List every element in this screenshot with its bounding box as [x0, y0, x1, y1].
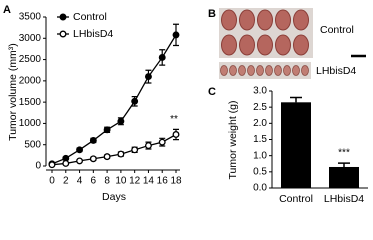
tumor-photo: [239, 9, 255, 31]
figure: A B C Tumor volume (mm³) Days Tumor weig…: [3, 4, 368, 205]
y-tick-label: 1000: [19, 118, 42, 129]
error-bar: [290, 96, 302, 103]
annotation: **: [170, 114, 178, 125]
y-tick-label: 3500: [19, 12, 42, 23]
tumor-photo: [275, 34, 291, 56]
series-line: [51, 34, 177, 165]
tumor-photo: [274, 65, 282, 76]
panel-label: C: [208, 86, 216, 98]
tumor-photo: [229, 65, 237, 76]
data-point: [158, 138, 166, 146]
x-tick-label: 0: [49, 176, 55, 187]
tumor-photo: [301, 65, 309, 76]
tumor-photo: [265, 65, 273, 76]
tumor-photo: [293, 34, 309, 56]
error-bar: [338, 162, 350, 167]
data-point: [117, 150, 125, 158]
data-point: [158, 53, 166, 61]
y-tick-label: 1.5: [253, 134, 267, 145]
legend-label: Control: [73, 11, 107, 23]
data-point: [131, 97, 139, 105]
y-axis-label: Tumor volume (mm³): [7, 43, 19, 141]
tumor-photo: [275, 9, 291, 31]
x-tick-label: LHbisD4: [324, 193, 364, 205]
x-tick-label: 12: [129, 176, 141, 187]
bar: [329, 166, 359, 188]
data-point: [172, 131, 180, 138]
data-point: [144, 142, 152, 150]
x-tick-label: 10: [115, 176, 127, 187]
panel-label: B: [208, 8, 216, 20]
legend-marker: [59, 13, 67, 21]
x-tick-label: 16: [157, 176, 169, 187]
y-axis-label: Tumor weight (g): [227, 101, 239, 180]
data-point: [103, 153, 111, 161]
tumor-photo: [238, 65, 246, 76]
panel-label: A: [3, 4, 11, 16]
y-tick-label: 2.0: [253, 118, 267, 129]
y-tick-label: 2.5: [253, 102, 267, 113]
y-tick-label: 3.0: [253, 86, 267, 97]
y-tick-label: 0.5: [253, 166, 267, 177]
photo-row-label: Control: [320, 24, 354, 36]
data-point: [76, 157, 84, 165]
x-tick-label: 18: [170, 176, 182, 187]
tumor-photo: [257, 34, 273, 56]
tumor-photo: [257, 9, 273, 31]
x-axis-label: Days: [102, 191, 126, 203]
tumor-photo: [256, 65, 264, 76]
tumor-photo: [247, 65, 255, 76]
tumor-photo: [283, 65, 291, 76]
y-tick-label: 500: [24, 139, 41, 150]
y-tick-label: 2500: [19, 54, 42, 65]
y-tick-label: 2000: [19, 75, 42, 86]
x-tick-label: Control: [279, 193, 313, 205]
tumor-photo: [220, 65, 228, 76]
x-tick-label: 6: [91, 176, 97, 187]
bar: [281, 102, 311, 188]
legend-marker: [59, 30, 67, 38]
data-point: [172, 31, 180, 39]
y-tick-label: 0.0: [253, 183, 267, 194]
y-tick-label: 1.0: [253, 150, 267, 161]
tumor-photo: [239, 34, 255, 56]
tumor-photo: [221, 34, 237, 56]
data-point: [103, 126, 111, 134]
y-tick-label: 1500: [19, 97, 42, 108]
x-tick-label: 14: [143, 176, 155, 187]
photo-row-label: LHbisD4: [316, 65, 356, 77]
x-tick-label: 8: [104, 176, 110, 187]
data-point: [62, 159, 70, 167]
data-point: [48, 161, 56, 169]
tumor-photo: [221, 9, 237, 31]
data-point: [76, 146, 84, 154]
x-tick-label: 2: [63, 176, 69, 187]
data-point: [131, 146, 139, 154]
tumor-photo: [293, 9, 309, 31]
annotation: ***: [338, 148, 350, 159]
data-point: [117, 117, 125, 125]
y-tick-label: 3000: [19, 33, 42, 44]
data-point: [89, 137, 97, 144]
data-point: [89, 155, 97, 163]
data-point: [144, 73, 152, 81]
x-tick-label: 4: [77, 176, 83, 187]
series-line: [51, 133, 177, 166]
tumor-photo: [292, 65, 300, 76]
y-tick-label: 0: [35, 161, 41, 172]
legend-label: LHbisD4: [73, 28, 113, 40]
